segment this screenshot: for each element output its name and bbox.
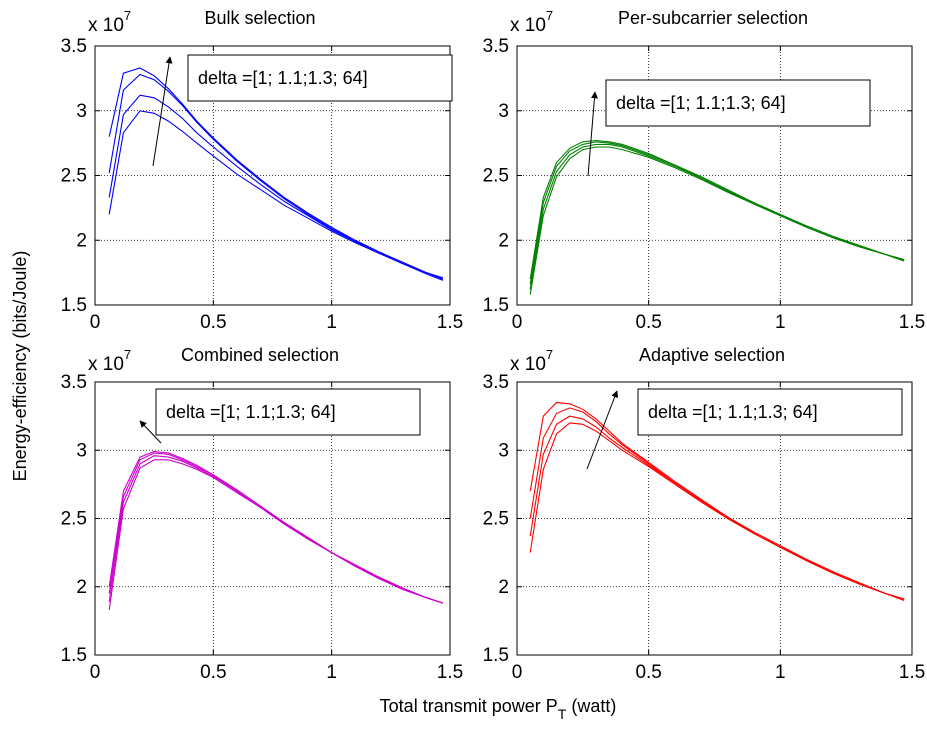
x-tick-label: 1 (775, 312, 786, 333)
annotation-box: delta =[1; 1.1;1.3; 64] (187, 54, 453, 102)
annotation-text: delta =[1; 1.1;1.3; 64] (198, 68, 368, 88)
tick-labels: 0 0.5 1 1.5 1.5 2 2.5 3 3.5 (61, 372, 464, 683)
x-axis-label-unit: (watt) (571, 696, 616, 716)
chart-title: Adaptive selection (639, 345, 785, 365)
x-tick-label: 0.5 (635, 312, 661, 333)
axes (94, 45, 451, 306)
axes (516, 381, 913, 656)
series-line-3 (108, 73, 444, 280)
y-tick-label: 3 (498, 101, 509, 122)
axes (516, 45, 913, 306)
y-tick-label: 1.5 (61, 645, 87, 666)
y-tick-label: 3.5 (61, 36, 87, 57)
annotation-box: delta =[1; 1.1;1.3; 64] (605, 79, 871, 127)
subplot-adaptive-selection: 0 0.5 1 1.5 1.5 2 2.5 3 3.5 Adaptive selection x… (483, 345, 926, 683)
y-exponent-label: x 107 (510, 347, 553, 375)
annotation-text: delta =[1; 1.1;1.3; 64] (648, 402, 818, 422)
x-tick-label: 1.5 (899, 312, 925, 333)
x-tick-label: 0 (90, 312, 101, 333)
series-line-4 (529, 139, 905, 280)
tick-labels: 0 0.5 1 1.5 1.5 2 2.5 3 3.5 (483, 36, 926, 333)
y-tick-label: 3.5 (61, 372, 87, 393)
tick-labels: 0 0.5 1 1.5 1.5 2 2.5 3 3.5 (483, 372, 926, 683)
y-tick-label: 3 (498, 440, 509, 461)
trend-arrow (586, 390, 619, 470)
annotation-box: delta =[1; 1.1;1.3; 64] (637, 388, 903, 436)
x-axis-label-subscript: T (558, 706, 567, 722)
annotation-text: delta =[1; 1.1;1.3; 64] (166, 402, 336, 422)
y-tick-label: 3.5 (483, 36, 509, 57)
x-tick-label: 1 (326, 312, 337, 333)
y-tick-label: 2 (498, 577, 509, 598)
x-tick-label: 0 (512, 312, 523, 333)
y-tick-label: 3 (76, 440, 87, 461)
x-tick-label: 1.5 (437, 312, 463, 333)
subplot-per-subcarrier-selection: 0 0.5 1 1.5 1.5 2 2.5 3 3.5 Per-subcarrier selec… (483, 8, 926, 333)
y-tick-label: 2 (498, 230, 509, 251)
x-tick-label: 0.5 (200, 312, 226, 333)
trend-arrow (587, 91, 598, 177)
subplot-combined-selection: 0 0.5 1 1.5 1.5 2 2.5 3 3.5 Combined selection x… (61, 345, 464, 683)
y-exponent-label: x 107 (510, 8, 553, 36)
x-axis-label: Total transmit power PT (watt) (380, 696, 617, 722)
y-tick-label: 2.5 (483, 509, 509, 530)
x-axis-label-main: Total transmit power P (380, 696, 558, 716)
x-tick-label: 1.5 (437, 662, 463, 683)
trend-arrow (152, 56, 173, 167)
y-tick-label: 1.5 (483, 645, 509, 666)
y-tick-label: 3.5 (483, 372, 509, 393)
chart-title: Per-subcarrier selection (618, 8, 808, 28)
subplot-bulk-selection: 0 0.5 1 1.5 1.5 2 2.5 3 3.5 Bulk selection x 107… (61, 8, 464, 333)
y-tick-label: 2.5 (61, 509, 87, 530)
x-tick-label: 0 (512, 662, 523, 683)
x-tick-label: 0 (90, 662, 101, 683)
x-tick-label: 0.5 (635, 662, 661, 683)
tick-labels: 0 0.5 1 1.5 1.5 2 2.5 3 3.5 (61, 36, 464, 333)
series-line-4 (529, 401, 905, 600)
series-line-2 (529, 143, 905, 290)
series-group (108, 67, 444, 281)
annotation-text: delta =[1; 1.1;1.3; 64] (616, 93, 786, 113)
annotation-box: delta =[1; 1.1;1.3; 64] (155, 388, 421, 436)
y-axis-label: Energy-efficiency (bits/Joule) (10, 251, 30, 482)
y-tick-label: 3 (76, 101, 87, 122)
y-exponent-label: x 107 (88, 347, 131, 375)
grid (517, 46, 912, 305)
y-tick-label: 2 (76, 230, 87, 251)
series-group (529, 401, 905, 601)
chart-title: Combined selection (181, 345, 339, 365)
y-tick-label: 2 (76, 577, 87, 598)
series-line-4 (108, 451, 444, 604)
series-line-4 (108, 67, 444, 279)
y-exponent-label: x 107 (88, 8, 131, 36)
y-tick-label: 1.5 (61, 295, 87, 316)
y-tick-label: 1.5 (483, 295, 509, 316)
series-group (108, 451, 444, 611)
axes (94, 381, 451, 656)
grid (95, 46, 450, 305)
y-tick-label: 2.5 (483, 166, 509, 187)
x-tick-label: 1 (775, 662, 786, 683)
series-group (529, 139, 905, 295)
y-tick-label: 2.5 (61, 166, 87, 187)
x-tick-label: 1 (326, 662, 337, 683)
x-tick-label: 1.5 (899, 662, 925, 683)
chart-title: Bulk selection (204, 8, 315, 28)
trend-arrow (139, 420, 162, 444)
x-tick-label: 0.5 (200, 662, 226, 683)
